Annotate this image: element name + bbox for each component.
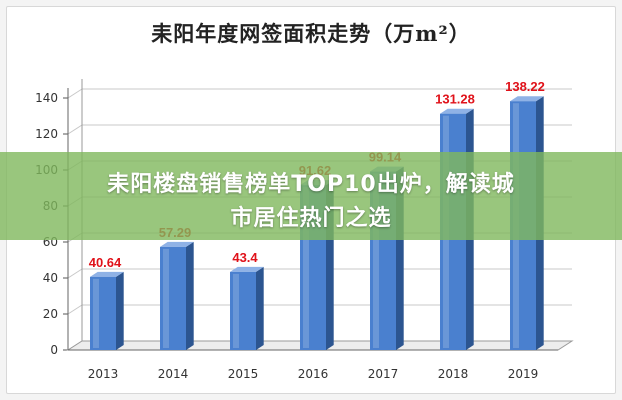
headline-line-1: 耒阳楼盘销售榜单TOP10出炉，解读城 xyxy=(107,172,515,197)
bar-side xyxy=(116,271,124,350)
chart-title: 耒阳年度网签面积走势（万m²） xyxy=(151,21,471,46)
y-tick-label: 120 xyxy=(35,127,58,141)
bar-highlight xyxy=(373,173,379,348)
bar-highlight xyxy=(163,248,169,348)
x-tick-label: 2019 xyxy=(508,367,539,381)
x-tick-label: 2014 xyxy=(158,367,189,381)
bar-highlight xyxy=(303,187,309,348)
x-tick-label: 2016 xyxy=(298,367,329,381)
data-label: 138.22 xyxy=(505,79,545,94)
x-tick-label: 2013 xyxy=(88,367,119,381)
x-tick-label: 2017 xyxy=(368,367,399,381)
bar-top xyxy=(90,271,124,277)
bar-top xyxy=(230,266,264,272)
bar-2014 xyxy=(160,241,194,350)
data-label: 43.4 xyxy=(232,250,258,265)
bar-2015 xyxy=(230,266,264,350)
x-tick-label: 2018 xyxy=(438,367,469,381)
bar-2013 xyxy=(90,271,124,350)
bar-highlight xyxy=(93,278,99,348)
headline-banner: 耒阳楼盘销售榜单TOP10出炉，解读城 市居住热门之选 xyxy=(0,152,622,240)
gridline-depth xyxy=(67,268,83,279)
y-tick-label: 0 xyxy=(50,343,58,357)
bar-top xyxy=(440,108,474,114)
y-tick-label: 20 xyxy=(43,307,58,321)
bar-side xyxy=(186,241,194,350)
y-tick-label: 140 xyxy=(35,91,58,105)
gridline-depth xyxy=(67,124,83,135)
bar-front xyxy=(160,246,186,350)
data-label: 40.64 xyxy=(89,255,122,270)
y-tick-label: 40 xyxy=(43,271,58,285)
gridline-depth xyxy=(67,88,83,99)
bar-top xyxy=(510,96,544,102)
bar-side xyxy=(256,266,264,350)
x-tick-label: 2015 xyxy=(228,367,259,381)
bar-top xyxy=(160,241,194,247)
gridline-depth xyxy=(67,304,83,315)
bar-front xyxy=(230,271,256,350)
bar-front xyxy=(90,276,116,350)
bar-highlight xyxy=(233,273,239,348)
data-label: 131.28 xyxy=(435,92,475,107)
headline-line-2: 市居住热门之选 xyxy=(230,206,392,231)
